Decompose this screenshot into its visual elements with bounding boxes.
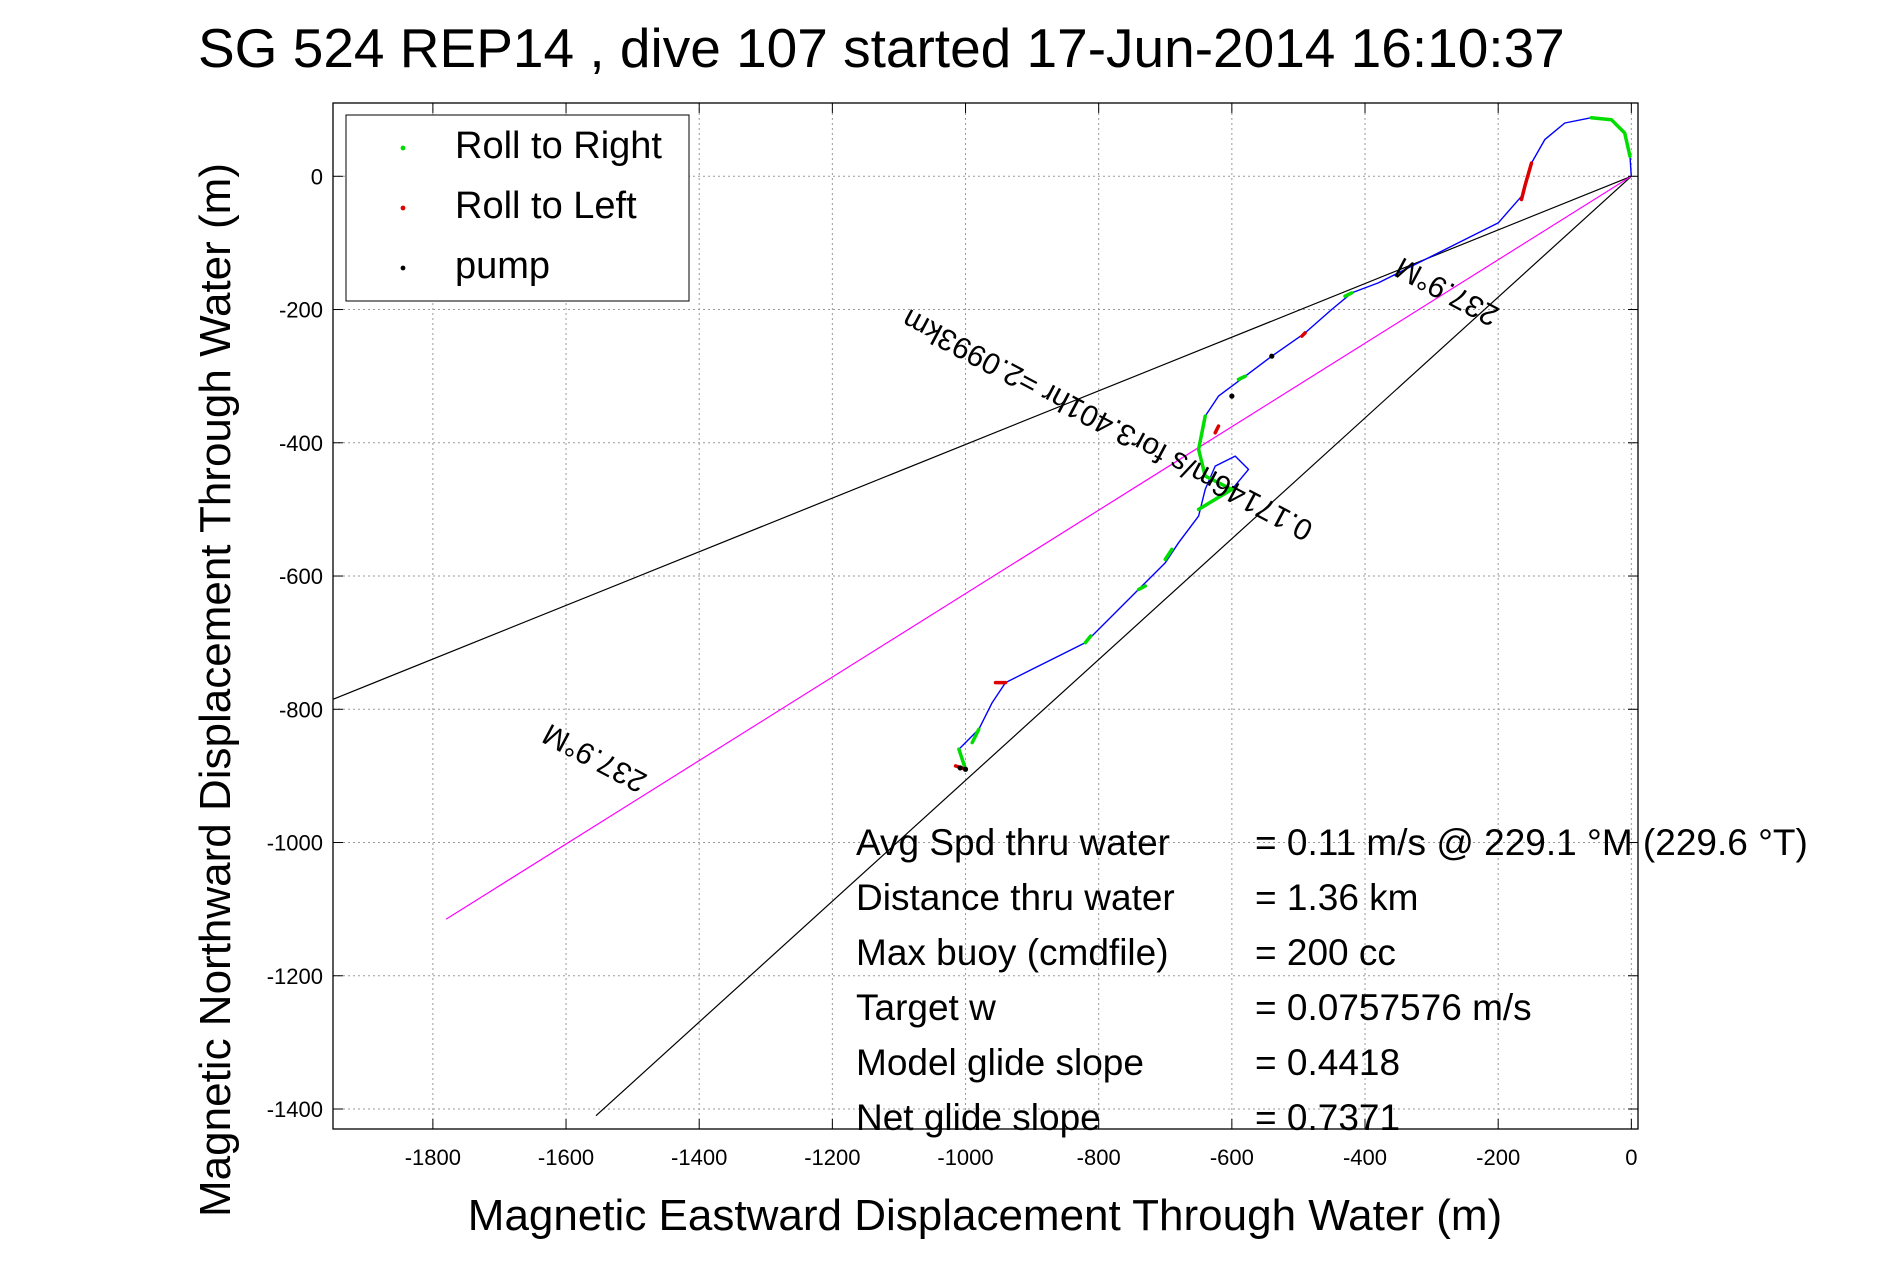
x-tick-label: -600 <box>1210 1145 1254 1170</box>
y-tick-label: -1200 <box>267 964 323 989</box>
stat-value: = 0.4418 <box>1255 1042 1400 1083</box>
stat-label: Distance thru water <box>856 877 1175 918</box>
legend: Roll to Right Roll to Left pump <box>345 114 690 302</box>
roll-right-segment <box>1236 374 1247 382</box>
stat-label: Avg Spd thru water <box>856 822 1170 863</box>
stat-label: Model glide slope <box>856 1042 1144 1083</box>
roll-left-segment <box>1519 161 1534 202</box>
x-tick-label: 0 <box>1625 1145 1637 1170</box>
roll-right-segment <box>1136 584 1148 592</box>
legend-label: pump <box>455 245 550 287</box>
rotated-annotation: 237.9°M <box>538 717 652 799</box>
rotated-annotation: 0.17146m/s for3.401hr =2.0993km <box>897 302 1318 547</box>
glider-track <box>958 116 1632 770</box>
x-tick-label: -400 <box>1343 1145 1387 1170</box>
y-tick-label: -1400 <box>267 1097 323 1122</box>
legend-label: Roll to Right <box>455 125 662 167</box>
y-tick-label: 0 <box>311 164 323 189</box>
x-tick-label: -1600 <box>538 1145 594 1170</box>
stat-value: = 0.11 m/s @ 229.1 °M (229.6 °T) <box>1255 822 1808 863</box>
y-tick-label: -1000 <box>267 831 323 856</box>
stat-value: = 0.0757576 m/s <box>1255 987 1532 1028</box>
roll-right-segment <box>1196 487 1234 512</box>
axis-ticks: -1800 -1600 -1400 -1200 -1000 -800 -600 -400 -20… <box>267 103 1638 1170</box>
x-tick-label: -1800 <box>405 1145 461 1170</box>
legend-marker <box>400 265 406 271</box>
legend-label: Roll to Left <box>455 185 637 227</box>
chart-title: SG 524 REP14 , dive 107 started 17-Jun-2… <box>198 17 1565 79</box>
dive-statistics: Avg Spd thru water = 0.11 m/s @ 229.1 °M … <box>856 822 1808 1138</box>
pump-point <box>957 765 963 771</box>
stat-value: = 0.7371 <box>1255 1097 1400 1138</box>
x-tick-label: -1200 <box>804 1145 860 1170</box>
track-layer <box>953 115 1632 772</box>
stat-value: = 1.36 km <box>1255 877 1419 918</box>
reference-line <box>445 175 1632 920</box>
x-axis-label: Magnetic Eastward Displacement Through W… <box>468 1191 1502 1240</box>
pump-point <box>1269 353 1275 359</box>
roll-right-segment <box>1083 634 1093 645</box>
y-tick-label: -800 <box>279 697 323 722</box>
stat-value: = 200 cc <box>1255 932 1396 973</box>
legend-marker <box>400 145 406 151</box>
annotations: 237.9°M 0.17146m/s for3.401hr =2.0993km 23… <box>538 250 1505 798</box>
roll-right-segment <box>1196 414 1234 492</box>
stat-label: Max buoy (cmdfile) <box>856 932 1169 973</box>
y-tick-label: -600 <box>279 564 323 589</box>
roll-right-segment <box>1589 115 1632 159</box>
x-tick-label: -1400 <box>671 1145 727 1170</box>
grid-lines <box>333 103 1638 1129</box>
stat-label: Target w <box>856 987 996 1028</box>
legend-entries: Roll to Right Roll to Left pump <box>400 125 662 287</box>
roll-right-segment <box>1163 547 1174 562</box>
roll-right-segment <box>970 727 981 745</box>
legend-marker <box>400 205 406 211</box>
pump-point <box>1229 393 1235 399</box>
y-tick-label: -400 <box>279 431 323 456</box>
y-axis-label: Magnetic Northward Displacement Through … <box>191 163 240 1217</box>
x-tick-label: -800 <box>1077 1145 1121 1170</box>
pump-point <box>962 766 969 772</box>
reference-line <box>332 175 1632 700</box>
roll-right-segment <box>957 747 968 771</box>
roll-left-segment <box>1213 424 1221 435</box>
stat-label: Net glide slope <box>856 1097 1101 1138</box>
rotated-annotation: 237.9°M <box>1390 250 1504 332</box>
roll-left-segment <box>1300 331 1307 338</box>
reference-line <box>595 175 1632 1117</box>
reference-lines <box>332 175 1632 1117</box>
plot-frame <box>332 102 1639 1130</box>
x-tick-label: -200 <box>1476 1145 1520 1170</box>
x-tick-label: -1000 <box>937 1145 993 1170</box>
roll-right-segment <box>1343 291 1354 298</box>
y-tick-label: -200 <box>279 298 323 323</box>
